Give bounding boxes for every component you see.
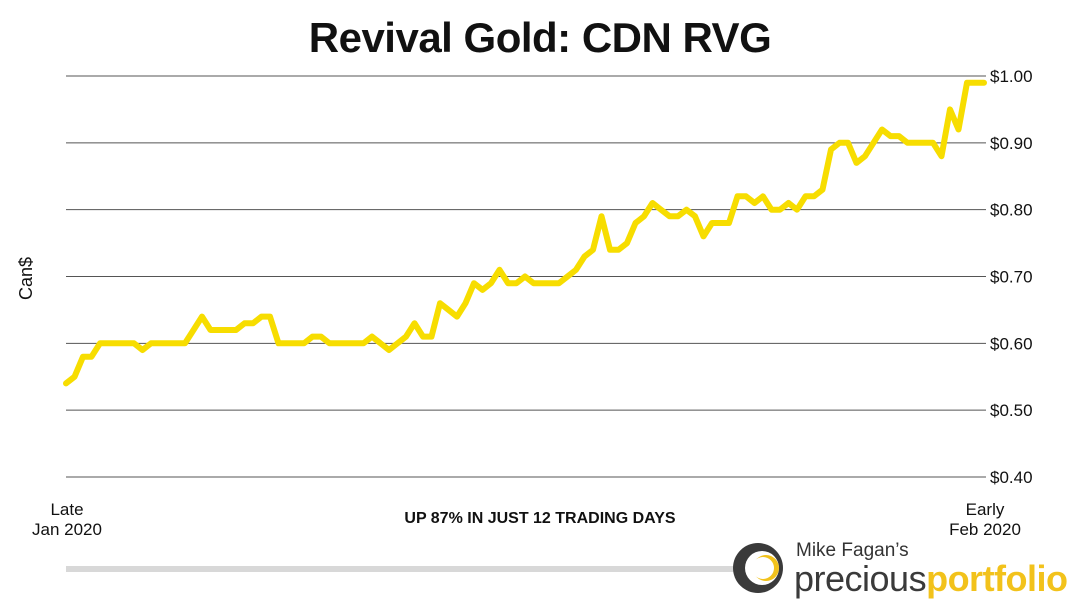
series-line: [63, 79, 987, 387]
gridlines: [66, 75, 986, 478]
y-axis-ticks: $0.40 $0.50 $0.60 $0.70 $0.80 $0.90 $1.00: [990, 67, 1033, 487]
bottom-divider-bar: [66, 566, 736, 572]
y-axis-label: Can$: [16, 256, 36, 300]
x-tick-end: Early Feb 2020: [949, 500, 1021, 539]
y-tick-label: $0.80: [990, 201, 1033, 220]
y-tick-label: $1.00: [990, 67, 1033, 86]
brand-logo-icon: [733, 543, 783, 593]
brand-word-portfolio: portfolio: [926, 558, 1068, 599]
y-tick-label: $0.40: [990, 468, 1033, 487]
y-tick-label: $0.50: [990, 401, 1033, 420]
y-tick-label: $0.60: [990, 334, 1033, 353]
brand-tagline: Mike Fagan’s: [796, 540, 909, 561]
y-tick-label: $0.90: [990, 134, 1033, 153]
brand-wordmark: preciousportfolio: [794, 558, 1068, 600]
series-line-layer: [63, 79, 987, 387]
chart-annotation: UP 87% IN JUST 12 TRADING DAYS: [404, 510, 676, 527]
chart-title: Revival Gold: CDN RVG: [308, 14, 772, 61]
x-tick-start: Late Jan 2020: [32, 500, 102, 539]
y-tick-label: $0.70: [990, 268, 1033, 287]
brand-word-precious: precious: [794, 558, 927, 599]
brand-logo-block: Mike Fagan’s preciousportfolio: [732, 540, 1068, 599]
